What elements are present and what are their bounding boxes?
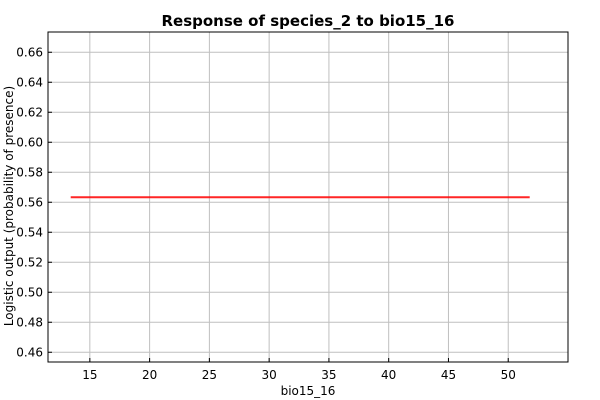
x-tick-label: 25 (202, 368, 217, 382)
y-tick-label: 0.46 (16, 345, 43, 359)
x-tick-label: 45 (441, 368, 456, 382)
x-tick-label: 35 (321, 368, 336, 382)
grid (48, 32, 568, 362)
x-tick-label: 20 (142, 368, 157, 382)
y-tick-label: 0.64 (16, 75, 43, 89)
y-tick-label: 0.54 (16, 225, 43, 239)
y-axis-label: Logistic output (probability of presence… (2, 86, 16, 326)
y-tick-label: 0.62 (16, 105, 43, 119)
ticks: 15 20 25 30 35 40 45 50 0.46 0.48 0.50 0.52 0.54 0.56… (16, 45, 516, 382)
x-axis-label: bio15_16 (281, 384, 336, 398)
y-tick-label: 0.58 (16, 165, 43, 179)
x-tick-label: 50 (501, 368, 516, 382)
y-tick-label: 0.56 (16, 195, 43, 209)
plot-area (47, 31, 569, 363)
chart-title: Response of species_2 to bio15_16 (161, 12, 454, 30)
x-tick-label: 15 (82, 368, 97, 382)
y-tick-label: 0.66 (16, 45, 43, 59)
y-tick-label: 0.60 (16, 135, 43, 149)
x-tick-label: 40 (381, 368, 396, 382)
y-tick-label: 0.48 (16, 315, 43, 329)
y-tick-label: 0.50 (16, 285, 43, 299)
y-tick-label: 0.52 (16, 255, 43, 269)
x-tick-label: 30 (262, 368, 277, 382)
